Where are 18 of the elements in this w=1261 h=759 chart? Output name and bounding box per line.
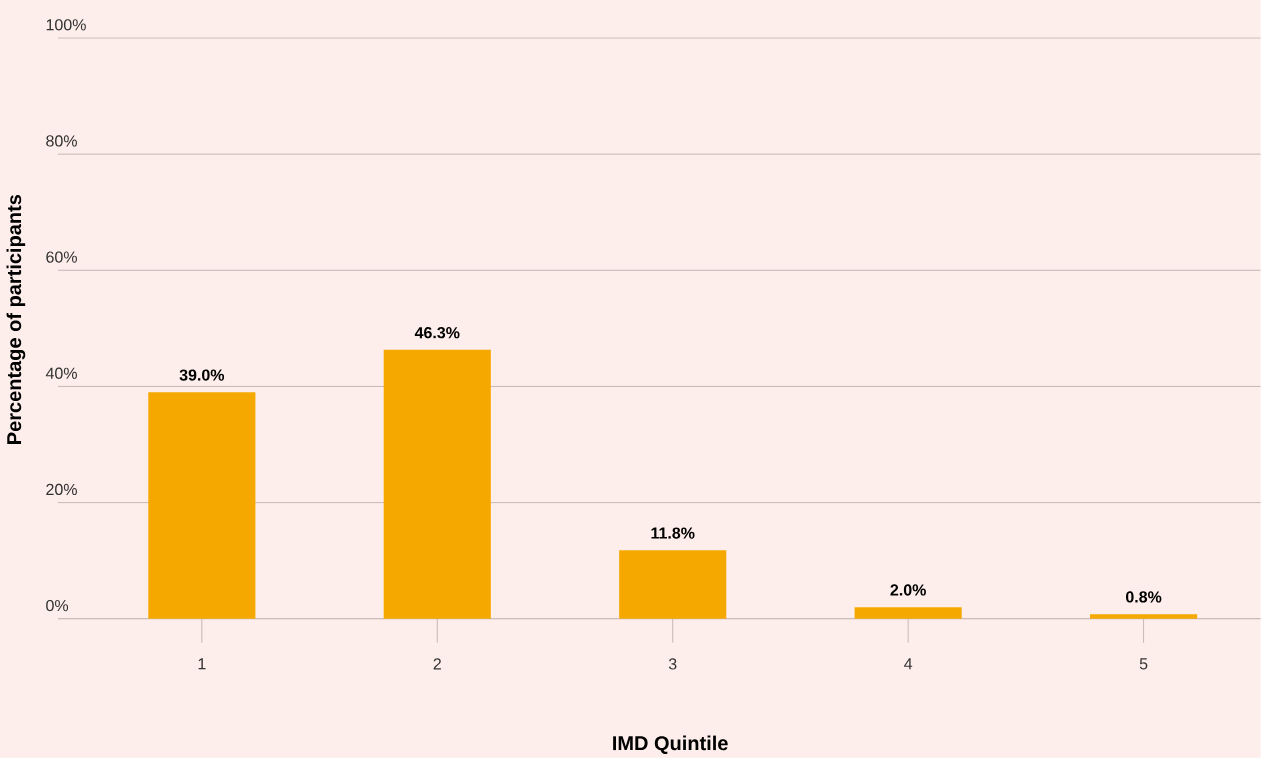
data-label: 0.8% bbox=[1125, 591, 1162, 603]
y-tick-label: 40% bbox=[45, 367, 77, 379]
x-axis-title: IMD Quintile bbox=[613, 735, 728, 754]
x-tick-label: 4 bbox=[904, 658, 913, 670]
data-label: 39.0% bbox=[179, 369, 225, 381]
y-tick-label: 60% bbox=[46, 251, 77, 263]
y-tick-label: 0% bbox=[46, 599, 69, 612]
y-tick-label: 100% bbox=[46, 18, 86, 31]
data-label: 46.3% bbox=[414, 326, 460, 339]
y-tick-label: 20% bbox=[46, 483, 77, 495]
x-tick-label: 2 bbox=[433, 658, 441, 670]
y-axis-title: Percentage of participants bbox=[6, 194, 26, 444]
data-label: 2.0% bbox=[890, 584, 926, 596]
x-tick-label: 3 bbox=[668, 658, 677, 670]
data-label: 11.8% bbox=[651, 527, 695, 539]
x-tick-label: 5 bbox=[1139, 658, 1148, 670]
x-tick-label: 1 bbox=[198, 658, 206, 670]
y-tick-label: 80% bbox=[46, 135, 77, 147]
